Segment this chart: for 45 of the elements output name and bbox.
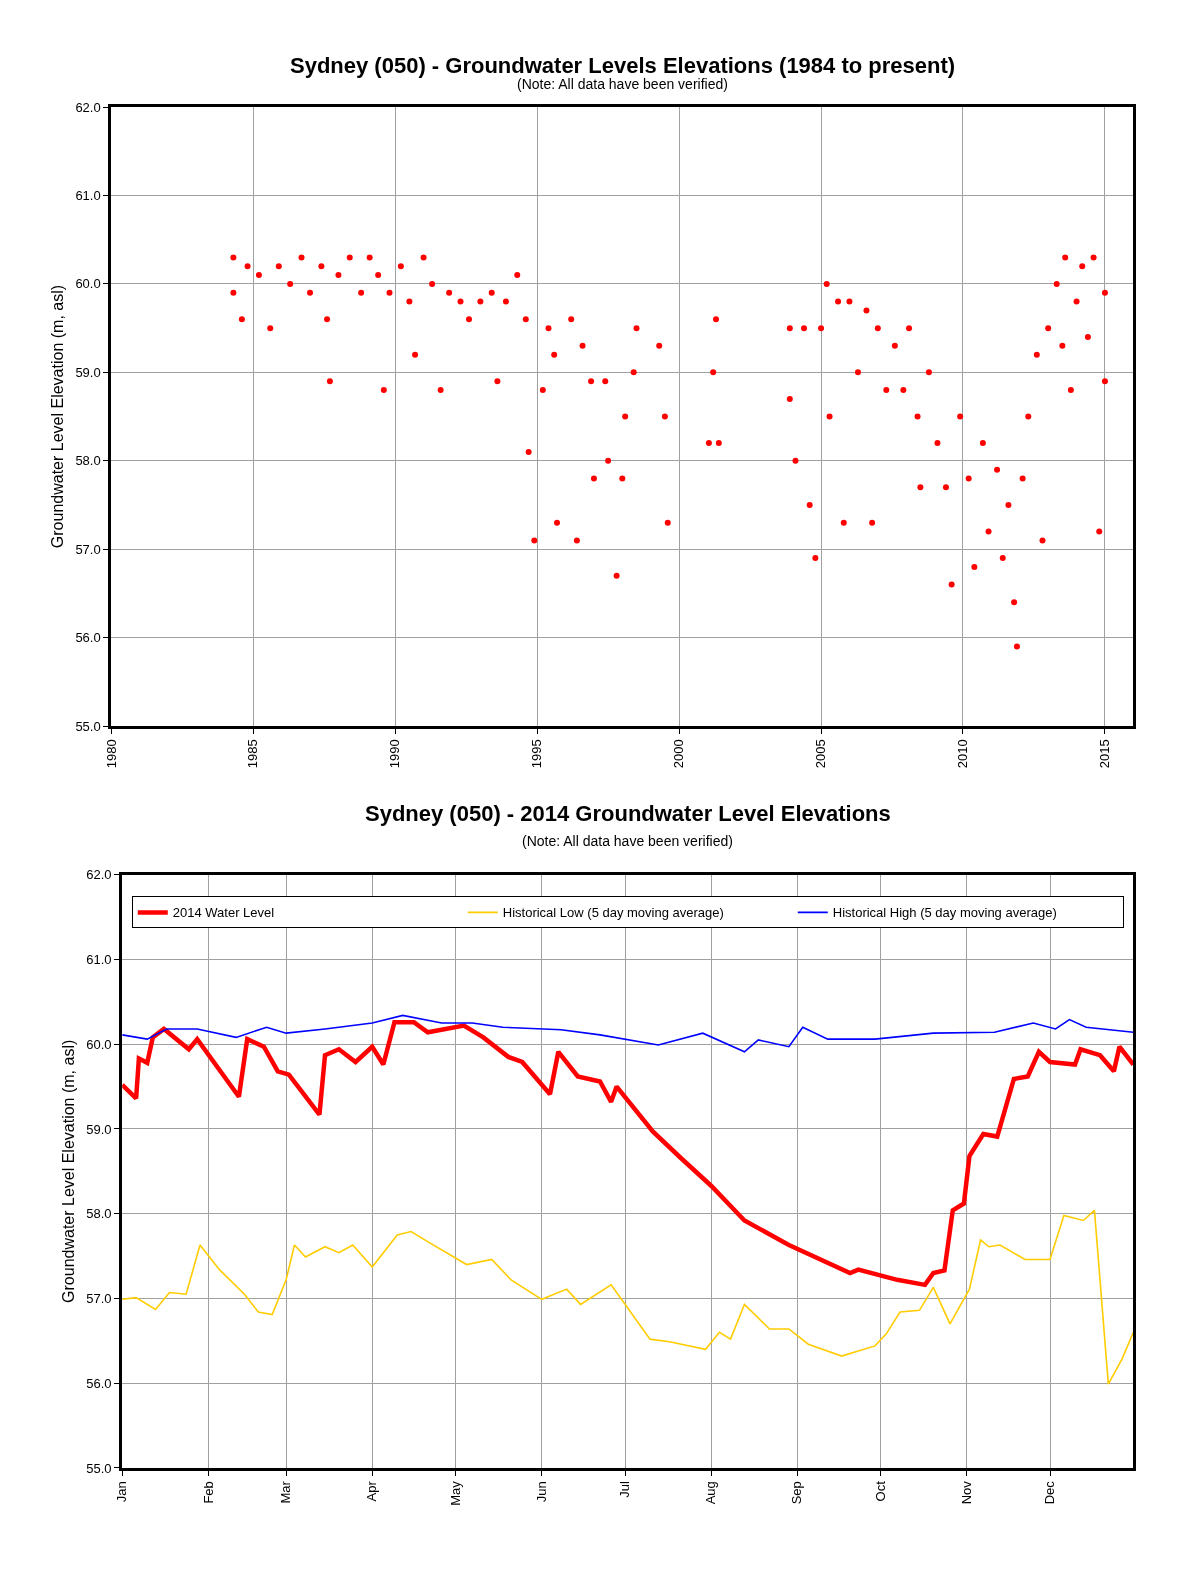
y-tick-label: 57.0	[75, 541, 101, 557]
chart-title: Sydney (050) - 2014 Groundwater Level Elevations	[365, 801, 891, 826]
x-tick-label: Aug	[703, 1481, 719, 1505]
x-tick-label: 1985	[245, 739, 261, 769]
y-tick-label: 60.0	[75, 276, 101, 292]
x-tick-label: Nov	[958, 1480, 974, 1505]
x-tick-label: 2000	[671, 739, 687, 769]
y-tick-label: 62.0	[86, 867, 112, 883]
y-tick-label: 62.0	[75, 99, 101, 115]
x-tick-label: Feb	[200, 1481, 216, 1504]
y-tick-label: 55.0	[75, 718, 101, 734]
x-tick-label: 2005	[813, 739, 829, 769]
y-tick-label: 60.0	[86, 1036, 112, 1052]
x-tick-label: 1980	[103, 739, 119, 769]
chart-title: Sydney (050) - Groundwater Levels Elevations (1984 to present)	[290, 53, 956, 78]
x-tick-label: Dec	[1042, 1480, 1058, 1505]
x-tick-label: 2010	[955, 739, 971, 769]
y-tick-label: 57.0	[86, 1291, 112, 1307]
y-tick-label: 56.0	[75, 630, 101, 646]
legend-label: Historical High (5 day moving average)	[832, 905, 1057, 921]
x-tick-label: 1990	[387, 739, 403, 769]
x-tick-label: Jan	[114, 1481, 130, 1503]
x-tick-label: 1995	[529, 739, 545, 769]
x-tick-label: Apr	[364, 1480, 380, 1502]
x-tick-label: Sep	[789, 1481, 805, 1505]
x-tick-label: 2015	[1097, 739, 1113, 769]
y-tick-label: 58.0	[75, 453, 101, 469]
y-tick-label: 56.0	[86, 1375, 112, 1391]
y-tick-label: 61.0	[75, 188, 101, 204]
y-tick-label: 61.0	[86, 951, 112, 967]
y-axis-title: Groundwater Level Elevation (m, asl)	[49, 284, 67, 549]
x-tick-label: Mar	[278, 1480, 294, 1504]
chart-subtitle: (Note: All data have been verified)	[522, 833, 733, 849]
x-tick-label: Jun	[533, 1481, 549, 1503]
x-tick-label: Jul	[617, 1481, 633, 1498]
x-tick-label: Oct	[872, 1480, 888, 1502]
y-tick-label: 58.0	[86, 1206, 112, 1222]
legend-label: Historical Low (5 day moving average)	[502, 905, 724, 921]
y-tick-label: 59.0	[75, 364, 101, 380]
y-tick-label: 55.0	[86, 1460, 112, 1476]
chart-subtitle: (Note: All data have been verified)	[517, 76, 728, 92]
y-tick-label: 59.0	[86, 1121, 112, 1137]
x-tick-label: May	[447, 1480, 463, 1506]
legend-label: 2014 Water Level	[172, 905, 275, 921]
y-axis-title: Groundwater Level Elevation (m, asl)	[60, 1039, 78, 1303]
